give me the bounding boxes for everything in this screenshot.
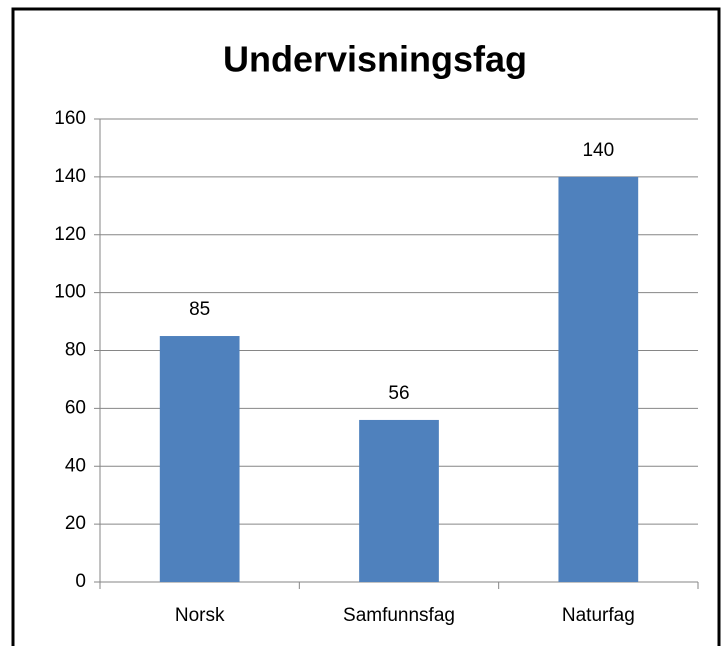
bar (159, 336, 240, 582)
y-tick-label: 40 (65, 455, 86, 476)
y-tick-label: 120 (54, 224, 86, 245)
x-tick-label: Samfunnsfag (343, 605, 455, 626)
x-tick-label: Norsk (175, 605, 225, 626)
y-tick-label: 0 (75, 571, 86, 592)
data-label: 56 (388, 383, 409, 404)
y-tick-label: 160 (54, 108, 86, 129)
bar (558, 176, 639, 582)
y-tick-label: 100 (54, 282, 86, 303)
y-tick-label: 140 (54, 166, 86, 187)
y-tick-label: 80 (65, 340, 86, 361)
y-tick-label: 20 (65, 513, 86, 534)
y-tick-label: 60 (65, 397, 86, 418)
data-label: 85 (189, 299, 210, 320)
bar (359, 419, 439, 582)
data-label: 140 (582, 140, 614, 161)
chart-title: Undervisningsfag (223, 39, 527, 80)
x-tick-label: Naturfag (562, 605, 635, 626)
